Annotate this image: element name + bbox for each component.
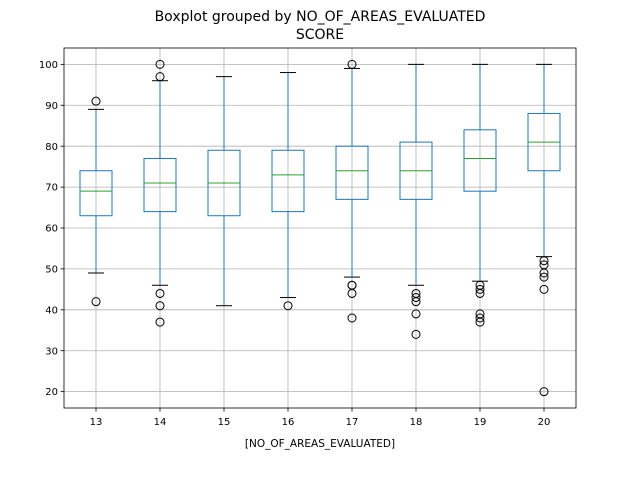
box-group-13 <box>79 96 113 307</box>
box-group-18 <box>399 63 433 339</box>
x-tick-label: 13 <box>90 417 103 428</box>
box <box>271 149 305 213</box>
outlier-point <box>155 317 165 327</box>
x-tick-label: 14 <box>154 417 167 428</box>
outlier-point <box>475 284 485 294</box>
box <box>335 145 369 200</box>
outlier-point <box>347 280 357 290</box>
chart-subtitle: SCORE <box>296 27 344 43</box>
outlier-point <box>411 309 421 319</box>
box <box>463 129 497 192</box>
box-group-16 <box>271 72 305 311</box>
outlier-point <box>539 284 549 294</box>
y-tick-label: 70 <box>45 183 58 194</box>
box <box>79 170 113 217</box>
x-tick-label: 16 <box>282 417 295 428</box>
outlier-point <box>155 59 165 69</box>
outlier-point <box>155 288 165 298</box>
boxes <box>79 59 561 397</box>
x-tick-label: 19 <box>474 417 487 428</box>
y-tick-label: 30 <box>45 346 58 357</box>
outlier-point <box>475 313 485 323</box>
outlier-point <box>475 280 485 290</box>
outlier-point <box>91 96 101 106</box>
y-tick-label: 90 <box>45 101 58 112</box>
outlier-point <box>347 313 357 323</box>
x-axis-label: [NO_OF_AREAS_EVALUATED] <box>245 438 395 450</box>
outlier-point <box>347 59 357 69</box>
y-tick-label: 50 <box>45 265 58 276</box>
outlier-point <box>91 297 101 307</box>
outlier-point <box>475 309 485 319</box>
y-tick-label: 40 <box>45 305 58 316</box>
x-tick-label: 17 <box>346 417 359 428</box>
x-tick-label: 15 <box>218 417 231 428</box>
outlier-point <box>539 256 549 266</box>
box-group-15 <box>207 76 241 307</box>
outlier-point <box>155 72 165 82</box>
grid <box>64 48 576 408</box>
box-group-14 <box>143 59 177 327</box>
outlier-point <box>155 301 165 311</box>
box-group-20 <box>527 63 561 397</box>
outlier-point <box>411 288 421 298</box>
chart-title: Boxplot grouped by NO_OF_AREAS_EVALUATED <box>155 9 486 25</box>
x-tick-label: 18 <box>410 417 423 428</box>
outlier-point <box>283 301 293 311</box>
x-axis-ticks: 13 14 15 16 17 18 19 20 <box>90 408 551 428</box>
outlier-point <box>411 293 421 303</box>
y-tick-label: 60 <box>45 224 58 235</box>
box-group-19 <box>463 63 497 327</box>
outlier-point <box>539 272 549 282</box>
y-axis-ticks: 20 30 40 50 60 70 80 90 100 <box>39 60 64 398</box>
outlier-point <box>411 329 421 339</box>
y-tick-label: 80 <box>45 142 58 153</box>
y-tick-label: 20 <box>45 387 58 398</box>
y-tick-label: 100 <box>39 60 58 71</box>
x-tick-label: 20 <box>538 417 551 428</box>
box <box>143 157 177 213</box>
outlier-point <box>539 260 549 270</box>
outlier-point <box>539 387 549 397</box>
box-group-17 <box>335 59 369 323</box>
